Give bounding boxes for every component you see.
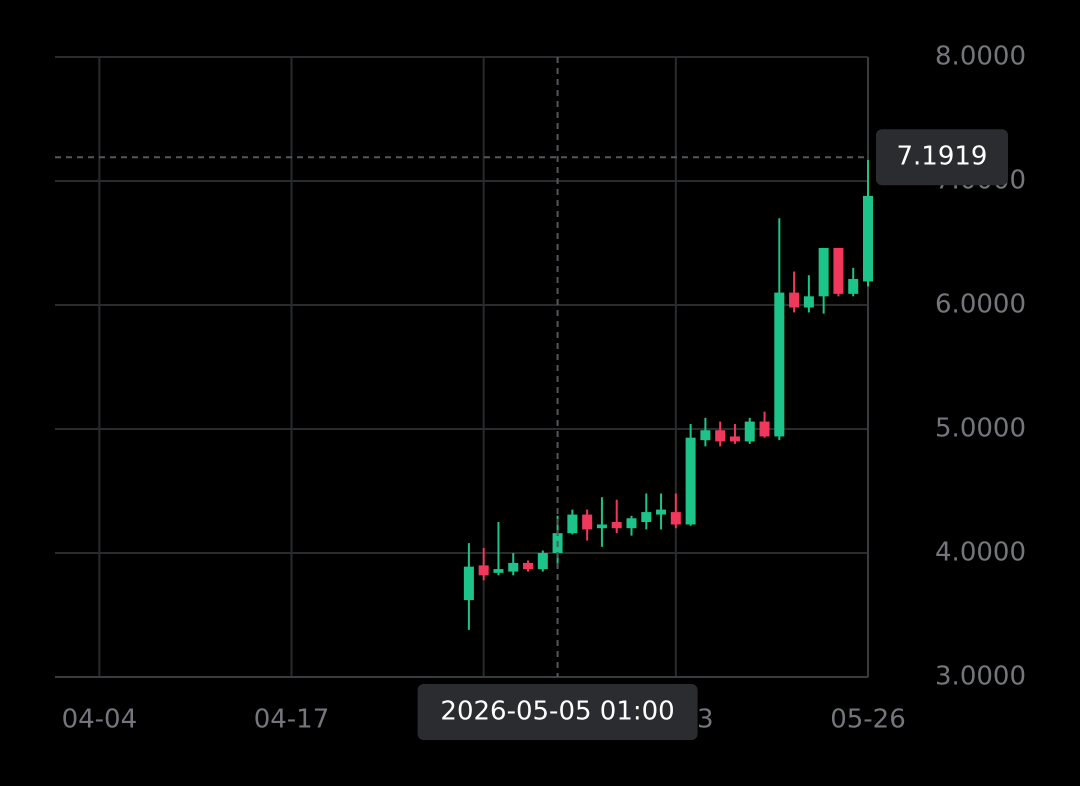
crosshair-tag-box [417,684,698,740]
candle-body [803,296,814,308]
candle-body [670,512,681,525]
x-tick-label: 04-04 [62,705,138,735]
candle-body [848,278,859,294]
candle-body [537,553,548,570]
candle-body [863,195,873,282]
candle-body [523,562,534,570]
candle-body [626,518,637,529]
y-tick-label: 3.0000 [935,662,1026,692]
candle-body [700,430,711,441]
candle-body [656,509,667,515]
candle-body [744,421,755,442]
y-tick-label: 6.0000 [935,290,1026,320]
candle-body [508,562,519,572]
candle-body [715,430,726,442]
price-tag-box [876,129,1008,186]
candle-body [463,566,474,601]
candle-body [818,247,829,297]
x-tick-label: 04-17 [254,705,330,735]
crosshair-tag-label: 2026-05-05 01:00 [440,697,674,727]
candle-body [596,524,607,529]
candle-body [611,522,622,529]
candle-body [641,512,652,522]
candle-body [567,514,578,534]
candle-body [493,569,504,573]
x-tick-label: 05-26 [830,705,906,735]
candle-body [582,514,593,530]
candle-body [478,565,489,576]
candle-body [759,421,770,437]
y-tick-label: 5.0000 [935,414,1026,444]
candle-body [774,292,785,437]
price-tag-label: 7.1919 [897,142,988,172]
candle-body [729,436,740,442]
candle-body [685,437,696,525]
candle-body [789,292,800,308]
y-tick-label: 4.0000 [935,538,1026,568]
candle-body [833,247,844,294]
y-tick-label: 8.0000 [935,42,1026,72]
